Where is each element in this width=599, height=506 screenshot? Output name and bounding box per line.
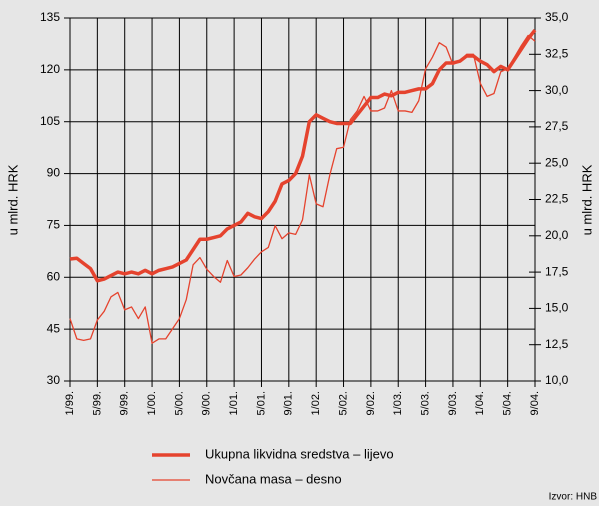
x-tick-label: 1/01. bbox=[228, 391, 240, 415]
y-tick-label: 45 bbox=[47, 321, 61, 335]
y-tick-label: 135 bbox=[40, 10, 60, 24]
y2-tick-label: 32,5 bbox=[545, 46, 569, 60]
data-line bbox=[69, 29, 537, 283]
y2-tick-label: 35,0 bbox=[545, 10, 569, 24]
x-tick-label: 1/03. bbox=[392, 391, 404, 415]
y2-tick-label: 12,5 bbox=[545, 337, 569, 351]
x-tick-label: 1/00. bbox=[146, 391, 158, 415]
y-tick-label: 120 bbox=[40, 62, 60, 76]
data-line bbox=[69, 34, 536, 344]
x-tick-label: 1/04. bbox=[474, 391, 486, 415]
y-axis-title: u mlrd. HRK bbox=[5, 164, 20, 235]
y2-tick-label: 30,0 bbox=[545, 83, 569, 97]
y2-axis-title: u mlrd. HRK bbox=[579, 164, 594, 235]
legend-label: Novčana masa – desno bbox=[205, 471, 342, 486]
y-tick-label: 90 bbox=[47, 166, 61, 180]
y-tick-label: 75 bbox=[47, 218, 61, 232]
y2-tick-label: 15,0 bbox=[545, 301, 569, 315]
x-tick-label: 5/01. bbox=[255, 391, 267, 415]
y2-tick-label: 22,5 bbox=[545, 192, 569, 206]
x-tick-label: 9/02. bbox=[365, 391, 377, 415]
y2-tick-label: 27,5 bbox=[545, 119, 569, 133]
x-tick-label: 9/01. bbox=[283, 391, 295, 415]
y-tick-label: 60 bbox=[47, 269, 61, 283]
x-tick-label: 9/03. bbox=[447, 391, 459, 415]
x-tick-label: 5/04. bbox=[502, 391, 514, 415]
y2-tick-label: 10,0 bbox=[545, 373, 569, 387]
x-tick-label: 1/99. bbox=[64, 391, 76, 415]
y-tick-label: 105 bbox=[40, 114, 60, 128]
x-tick-label: 5/03. bbox=[419, 391, 431, 415]
y2-tick-label: 20,0 bbox=[545, 228, 569, 242]
x-tick-label: 1/02. bbox=[310, 391, 322, 415]
x-tick-label: 9/99. bbox=[119, 391, 131, 415]
x-tick-label: 9/00. bbox=[201, 391, 213, 415]
source: Izvor: HNB bbox=[549, 492, 598, 503]
y2-tick-label: 17,5 bbox=[545, 264, 569, 278]
y2-tick-label: 25,0 bbox=[545, 155, 569, 169]
x-tick-label: 5/00. bbox=[173, 391, 185, 415]
x-tick-label: 9/04. bbox=[529, 391, 541, 415]
legend-label: Ukupna likvidna sredstva – lijevo bbox=[205, 446, 394, 461]
x-tick-label: 5/99. bbox=[91, 391, 103, 415]
x-tick-label: 5/02. bbox=[337, 391, 349, 415]
y-tick-label: 30 bbox=[47, 373, 61, 387]
